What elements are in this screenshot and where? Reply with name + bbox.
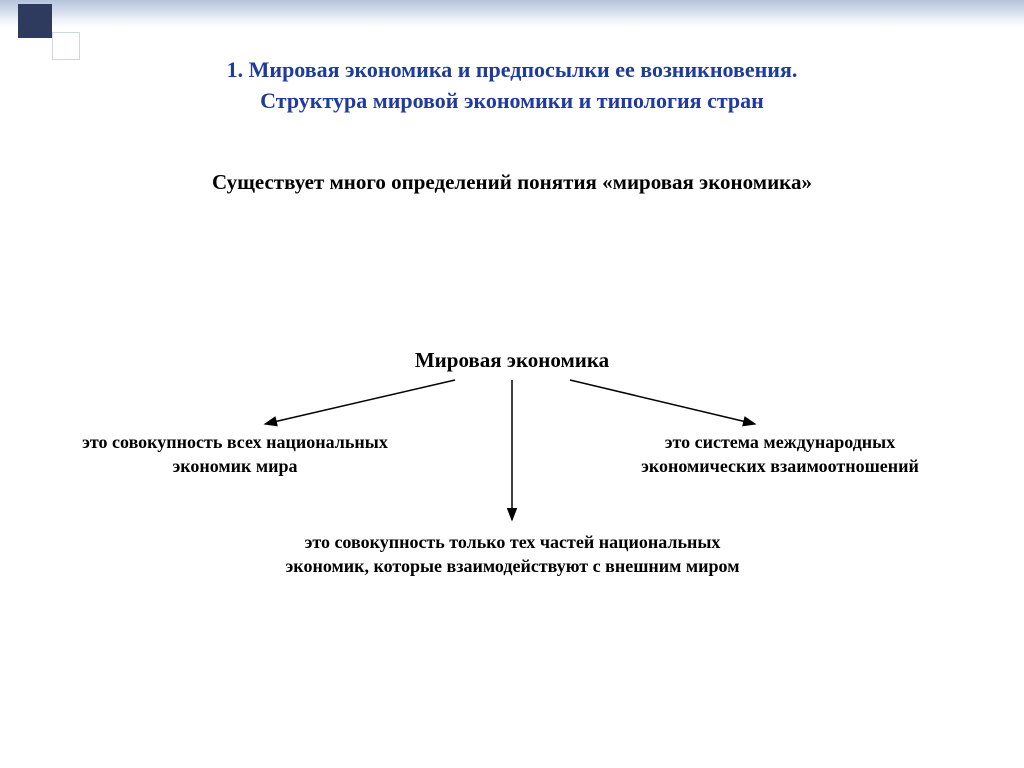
arrow-right: [570, 380, 755, 424]
slide-subtitle: Существует много определений понятия «ми…: [0, 170, 1024, 195]
leaf-bottom-line2: экономик, которые взаимодействуют с внеш…: [235, 554, 790, 578]
title-line2: Структура мировой экономики и типология …: [0, 86, 1024, 117]
slide-title: 1. Мировая экономика и предпосылки ее во…: [0, 55, 1024, 117]
leaf-right-line1: это система международных: [575, 430, 985, 454]
leaf-left: это совокупность всех национальных эконо…: [35, 430, 435, 479]
title-line1: 1. Мировая экономика и предпосылки ее во…: [0, 55, 1024, 86]
leaf-left-line2: экономик мира: [35, 454, 435, 478]
leaf-bottom: это совокупность только тех частей нацио…: [235, 530, 790, 579]
header-gradient: [0, 0, 1024, 28]
arrow-left: [265, 380, 455, 424]
decor-box-dark: [18, 4, 52, 38]
leaf-left-line1: это совокупность всех национальных: [35, 430, 435, 454]
leaf-right-line2: экономических взаимоотношений: [575, 454, 985, 478]
leaf-right: это система международных экономических …: [575, 430, 985, 479]
leaf-bottom-line1: это совокупность только тех частей нацио…: [235, 530, 790, 554]
diagram-root: Мировая экономика: [0, 348, 1024, 373]
